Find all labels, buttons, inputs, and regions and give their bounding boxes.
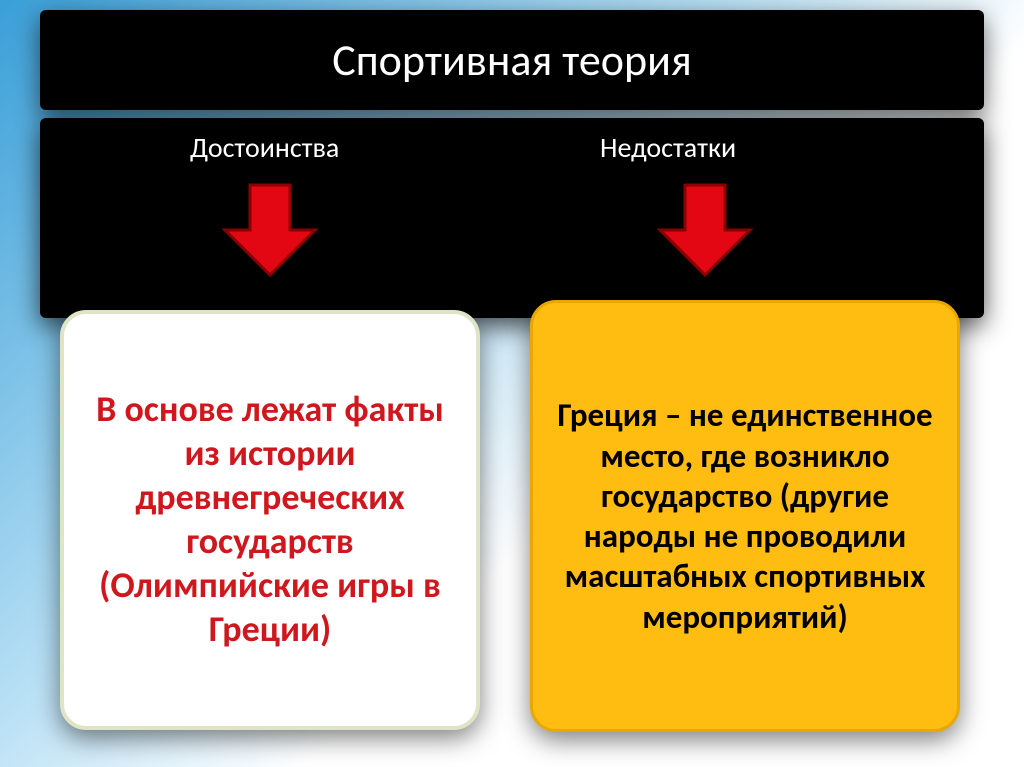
advantages-text: В основе лежат факты из истории древнегр… [88,388,452,651]
slide-title: Спортивная теория [332,33,692,87]
disadvantages-text: Греция – не единственное место, где возн… [557,395,933,637]
slide: Спортивная теория Достоинства Недостатки… [0,0,1024,767]
arrow-down-icon [655,180,755,280]
advantages-box: В основе лежат факты из истории древнегр… [60,310,480,730]
columns-panel: Достоинства Недостатки [40,118,984,318]
title-bar: Спортивная теория [40,10,984,110]
arrow-down-icon [220,180,320,280]
disadvantages-box: Греция – не единственное место, где возн… [530,300,960,732]
column-label-advantages: Достоинства [190,130,339,165]
column-label-disadvantages: Недостатки [600,130,736,165]
